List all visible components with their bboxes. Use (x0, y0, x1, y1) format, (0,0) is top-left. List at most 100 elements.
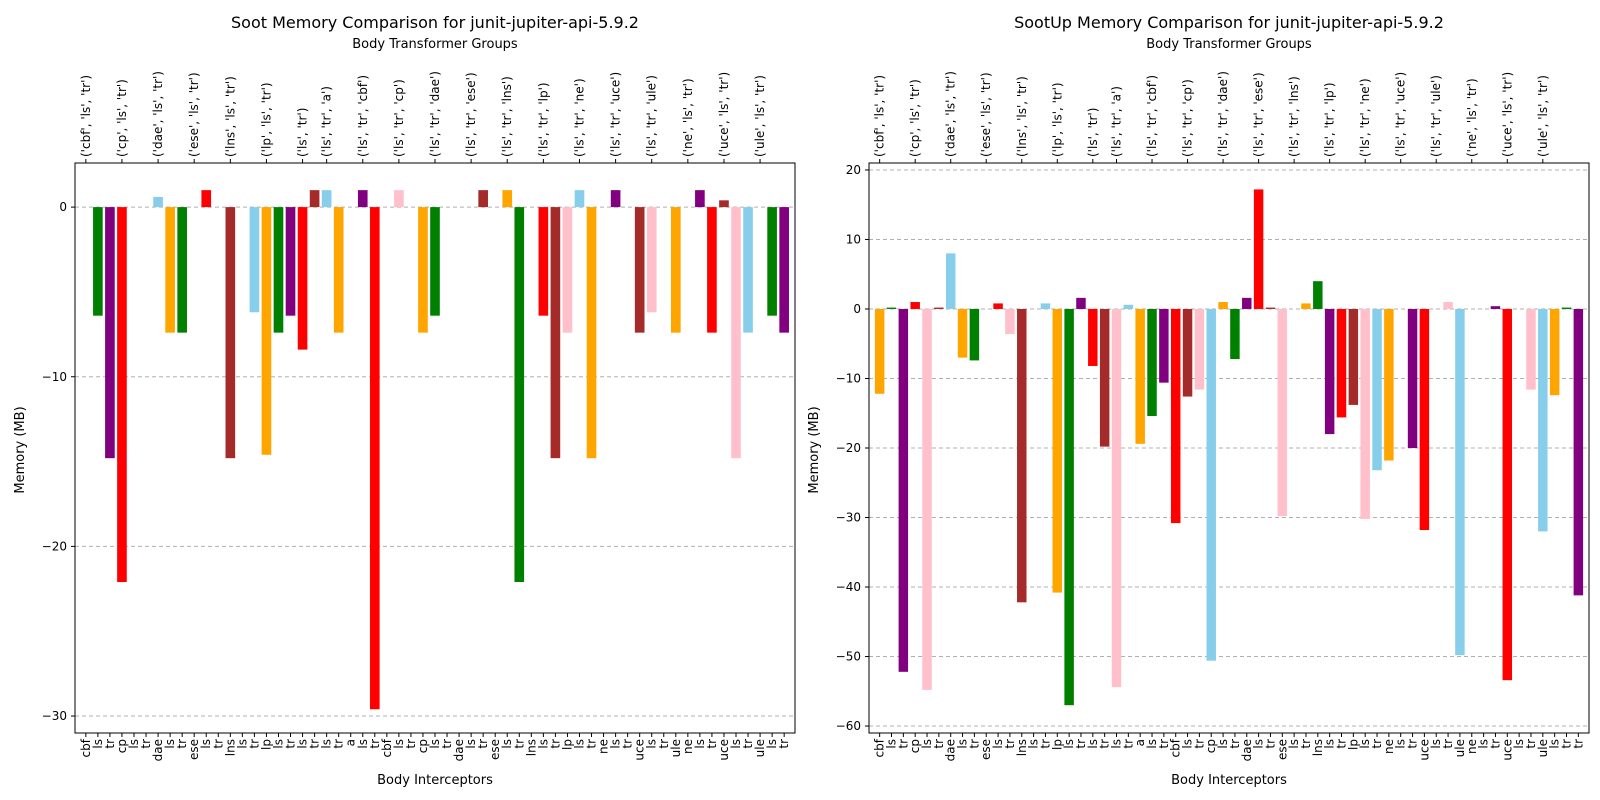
group-label: ('ls', 'tr', 'ne') (572, 78, 586, 157)
x-tick-label: tr (1038, 739, 1052, 749)
x-tick-label: dae (944, 739, 958, 761)
x-tick-label: tr (1157, 739, 1171, 749)
bar (478, 190, 488, 208)
x-tick-label: lns (223, 739, 237, 756)
x-tick-label: cp (908, 739, 922, 753)
x-tick-label: ls (356, 739, 370, 749)
group-label: ('lns', 'ls', 'tr') (1015, 76, 1029, 157)
y-tick-label: 0 (853, 302, 861, 316)
bar (1502, 308, 1513, 681)
bar (707, 207, 717, 333)
group-label: ('ls', 'tr', 'cbf') (356, 75, 370, 157)
group-label: ('ne', 'ls', 'tr') (1465, 78, 1479, 157)
bar (1384, 308, 1394, 461)
group-label: ('ls', 'tr', 'cp') (1181, 79, 1195, 157)
x-tick-label: tr (368, 739, 382, 749)
bar (1277, 308, 1288, 517)
chart-title: Soot Memory Comparison for junit-jupiter… (231, 13, 639, 32)
x-tick-label: ese (979, 739, 993, 760)
x-tick-label: lns (1015, 739, 1029, 756)
group-label: ('ls', 'tr', 'ule') (1429, 75, 1443, 157)
x-tick-label: lns (1311, 739, 1325, 756)
bar (1052, 308, 1063, 593)
x-tick-label: ule (669, 739, 683, 757)
group-label: ('ls', 'tr', 'a') (1110, 86, 1124, 157)
x-tick-label: ls (956, 739, 970, 749)
x-tick-label: tr (1335, 739, 1349, 749)
group-label: ('ls', 'tr', 'lns') (500, 76, 514, 157)
x-tick-label: ls (1287, 739, 1301, 749)
x-tick-label: tr (1098, 739, 1112, 749)
bar (261, 207, 272, 455)
bar (550, 207, 561, 459)
x-tick-label: ls (428, 739, 442, 749)
x-tick-label: tr (705, 739, 719, 749)
sootup-chart: SootUp Memory Comparison for junit-jupit… (807, 13, 1590, 788)
x-tick-label: uce (717, 739, 731, 761)
x-tick-label: ne (681, 739, 695, 754)
bar (1419, 308, 1430, 531)
group-label: ('uce', 'ls', 'tr') (717, 72, 731, 157)
y-tick-label: −30 (836, 511, 861, 525)
group-label: ('ls', 'tr', 'lns') (1287, 76, 1301, 157)
x-tick-label: tr (1370, 739, 1384, 749)
x-tick-label: dae (452, 739, 466, 761)
group-label: ('ese', 'ls', 'tr') (187, 72, 201, 157)
bar (1111, 308, 1122, 688)
x-tick-label: tr (585, 739, 599, 749)
group-label: ('ls', 'tr', 'ese') (464, 72, 478, 157)
x-tick-label: ls (1429, 739, 1443, 749)
x-tick-label: ls (1394, 739, 1408, 749)
bar (1526, 308, 1536, 390)
x-tick-label: ls (235, 739, 249, 749)
x-tick-label: tr (777, 739, 791, 749)
x-tick-label: ls (645, 739, 659, 749)
bar (1573, 308, 1584, 596)
chart-title: SootUp Memory Comparison for junit-jupit… (1014, 13, 1444, 32)
bar (285, 207, 296, 316)
bar (369, 207, 380, 710)
x-tick-label: ls (296, 739, 310, 749)
bar (922, 308, 932, 690)
group-label: ('cbf', 'ls', 'tr') (873, 75, 887, 157)
bar (743, 207, 753, 333)
x-tick-label: ls (609, 739, 623, 749)
group-label: ('ls', 'tr', 'dae') (428, 71, 442, 157)
bar (1490, 306, 1501, 309)
bar (1242, 297, 1252, 309)
x-tick-label: lp (259, 739, 273, 750)
group-label: ('ls', 'tr') (1086, 108, 1100, 157)
group-label: ('ls', 'tr', 'cbf') (1145, 75, 1159, 157)
bar (1040, 303, 1051, 309)
bar (634, 207, 645, 333)
x-tick-label: ls (1062, 739, 1076, 749)
bar (695, 190, 705, 208)
x-tick-label: ls (536, 739, 550, 749)
bar (1265, 307, 1276, 309)
x-tick-label: tr (657, 739, 671, 749)
bar (418, 207, 428, 333)
y-tick-label: −20 (42, 539, 67, 553)
bar (1360, 308, 1370, 519)
x-tick-label: tr (103, 739, 117, 749)
bar (1549, 308, 1560, 396)
x-tick-label: ne (1465, 739, 1479, 754)
plot-frame (74, 162, 796, 734)
group-label: ('ls', 'tr', 'dae') (1216, 71, 1230, 157)
x-tick-label: tr (1524, 739, 1538, 749)
bar (898, 308, 909, 672)
group-label: ('lp', 'ls', 'tr') (1050, 82, 1064, 157)
x-tick-label: ne (597, 739, 611, 754)
group-label: ('ls', 'tr') (296, 108, 310, 157)
bar (1561, 307, 1572, 309)
bar (562, 207, 573, 333)
x-tick-label: ls (199, 739, 213, 749)
y-axis-label: Memory (MB) (807, 406, 822, 493)
y-tick-label: 20 (846, 163, 861, 177)
x-tick-label: ls (163, 739, 177, 749)
bar (1455, 308, 1465, 656)
group-label: ('lp', 'ls', 'tr') (259, 82, 273, 157)
bar (93, 207, 103, 316)
group-label: ('ne', 'ls', 'tr') (681, 78, 695, 157)
x-tick-label: ese (187, 739, 201, 760)
